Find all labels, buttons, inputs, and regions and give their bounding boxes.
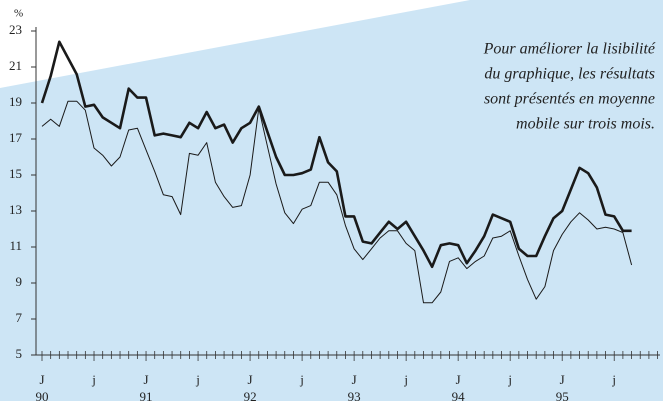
x-year-label: 93 xyxy=(348,389,361,401)
y-tick-label: 17 xyxy=(9,130,23,145)
annotation: du graphique, les résultats xyxy=(484,66,655,83)
x-year-label: 95 xyxy=(556,389,569,401)
y-tick-label: 19 xyxy=(9,94,22,109)
x-tick-label: J xyxy=(144,372,149,387)
x-tick-label: J xyxy=(39,372,44,387)
y-tick-label: 13 xyxy=(9,202,22,217)
y-tick-label: 15 xyxy=(9,166,22,181)
x-tick-label: j xyxy=(91,372,96,387)
x-tick-label: J xyxy=(456,372,461,387)
x-tick-label: J xyxy=(560,372,565,387)
annotation: mobile sur trois mois. xyxy=(516,116,655,133)
annotation: sont présentés en moyenne xyxy=(484,91,655,108)
y-tick-label: 7 xyxy=(16,310,23,325)
x-tick-label: j xyxy=(507,372,512,387)
x-tick-label: j xyxy=(403,372,408,387)
white-wedge xyxy=(0,0,470,88)
y-tick-label: 9 xyxy=(16,274,23,289)
x-year-label: 91 xyxy=(140,389,153,401)
x-year-label: 92 xyxy=(244,389,257,401)
y-tick-label: 5 xyxy=(16,346,23,361)
x-tick-label: J xyxy=(248,372,253,387)
x-tick-label: j xyxy=(195,372,200,387)
y-tick-label: 11 xyxy=(9,238,22,253)
x-year-label: 94 xyxy=(452,389,466,401)
y-tick-label: 21 xyxy=(9,58,22,73)
y-tick-label: 23 xyxy=(9,22,22,37)
x-tick-label: j xyxy=(299,372,304,387)
x-year-label: 90 xyxy=(36,389,49,401)
series-line xyxy=(41,100,633,304)
series-line xyxy=(40,40,632,269)
y-unit-label: % xyxy=(14,8,23,20)
x-tick-label: j xyxy=(611,372,616,387)
annotation: Pour améliorer la lisibilité xyxy=(483,41,656,58)
x-tick-label: J xyxy=(352,372,357,387)
